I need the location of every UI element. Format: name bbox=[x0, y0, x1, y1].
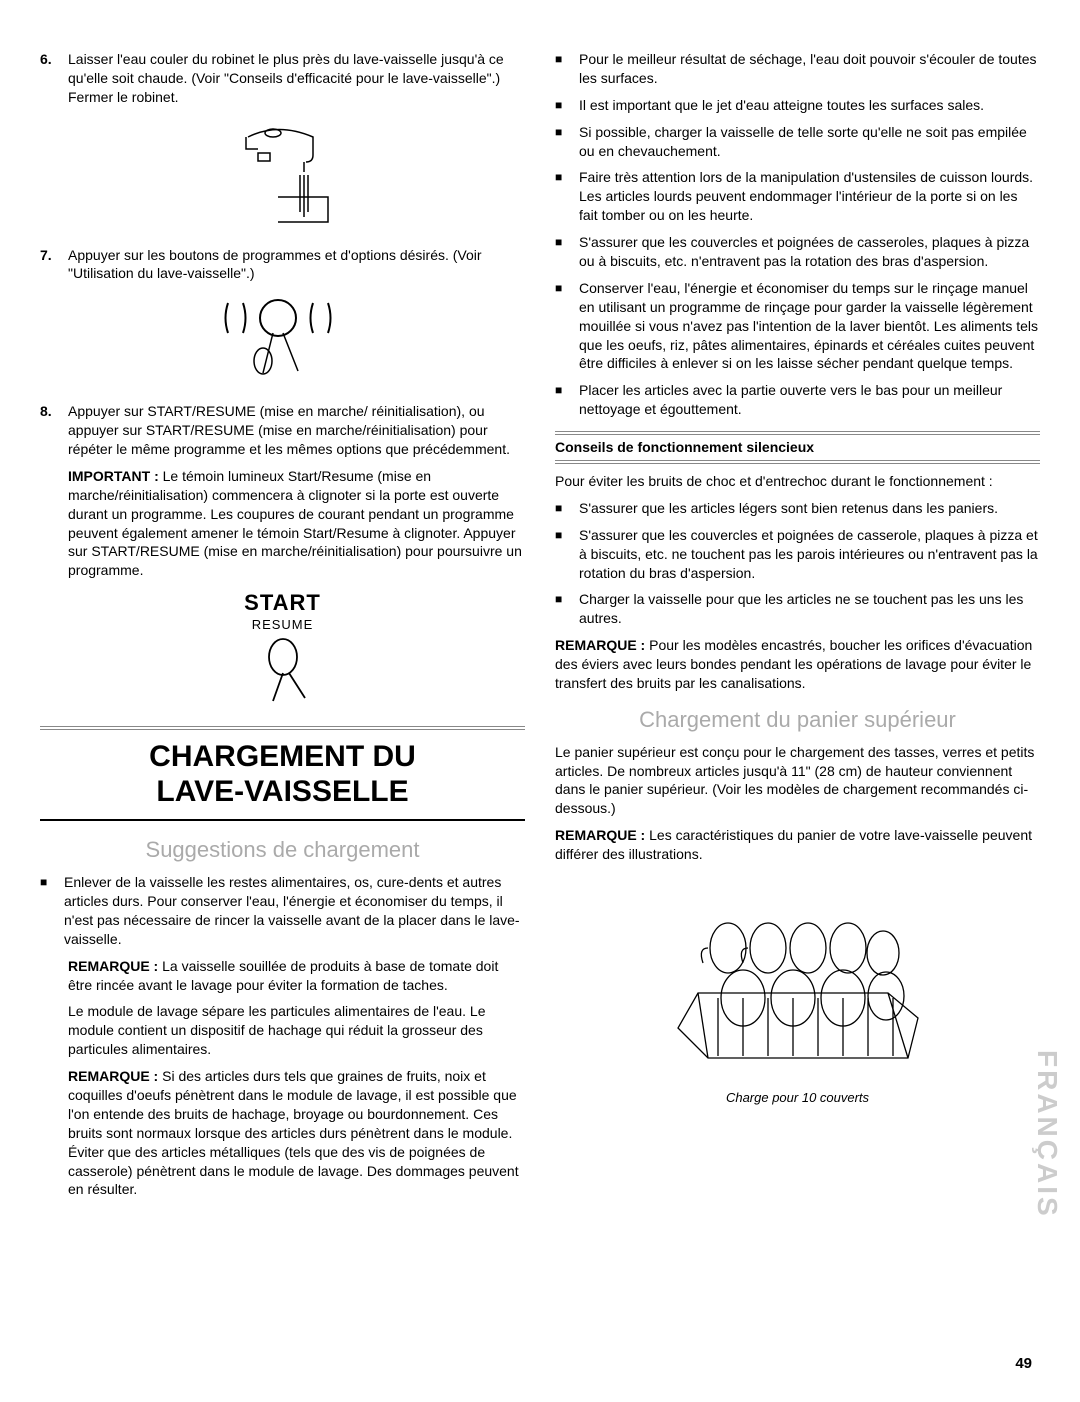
resume-label: RESUME bbox=[40, 616, 525, 634]
bullet-icon: ■ bbox=[555, 526, 579, 583]
bullet-text: Il est important que le jet d'eau atteig… bbox=[579, 96, 1040, 115]
step-number: 6. bbox=[40, 50, 68, 107]
bullet-icon: ■ bbox=[555, 50, 579, 88]
step-number: 8. bbox=[40, 402, 68, 459]
start-label: START bbox=[40, 588, 525, 618]
remark-label: REMARQUE : bbox=[555, 637, 645, 653]
bullet-icon: ■ bbox=[555, 499, 579, 518]
step-7: 7. Appuyer sur les boutons de programmes… bbox=[40, 246, 525, 284]
remark-1: REMARQUE : La vaisselle souillée de prod… bbox=[68, 957, 525, 995]
tip-bullet: ■ Placer les articles avec la partie ouv… bbox=[555, 381, 1040, 419]
remark-2: REMARQUE : Si des articles durs tels que… bbox=[68, 1067, 525, 1199]
silent-remark: REMARQUE : Pour les modèles encastrés, b… bbox=[555, 636, 1040, 693]
heading-underline bbox=[40, 819, 525, 821]
tip-bullet: ■ Il est important que le jet d'eau atte… bbox=[555, 96, 1040, 115]
main-heading: CHARGEMENT DU LAVE-VAISSELLE bbox=[40, 740, 525, 809]
figure-caption: Charge pour 10 couverts bbox=[555, 1089, 1040, 1107]
bullet-icon: ■ bbox=[40, 873, 64, 949]
main-heading-line2: LAVE-VAISSELLE bbox=[40, 775, 525, 810]
bullet-icon: ■ bbox=[555, 590, 579, 628]
buttons-icon bbox=[213, 293, 353, 383]
buttons-figure bbox=[40, 293, 525, 388]
bullet-text: Conserver l'eau, l'énergie et économiser… bbox=[579, 279, 1040, 373]
main-heading-line1: CHARGEMENT DU bbox=[40, 740, 525, 775]
step-6: 6. Laisser l'eau couler du robinet le pl… bbox=[40, 50, 525, 107]
bullet-text: S'assurer que les couvercles et poignées… bbox=[579, 233, 1040, 271]
silent-bullet: ■ S'assurer que les couvercles et poigné… bbox=[555, 526, 1040, 583]
step-text: Appuyer sur START/RESUME (mise en marche… bbox=[68, 402, 525, 459]
left-column: 6. Laisser l'eau couler du robinet le pl… bbox=[40, 50, 525, 1207]
bullet-icon: ■ bbox=[555, 279, 579, 373]
boxed-subheading-text: Conseils de fonctionnement silencieux bbox=[555, 439, 814, 455]
faucet-icon bbox=[218, 117, 348, 227]
dish-rack-icon bbox=[658, 878, 938, 1078]
silent-bullet: ■ Charger la vaisselle pour que les arti… bbox=[555, 590, 1040, 628]
panier-paragraph: Le panier supérieur est conçu pour le ch… bbox=[555, 743, 1040, 819]
rack-figure: Charge pour 10 couverts bbox=[555, 878, 1040, 1106]
step-text: Appuyer sur les boutons de programmes et… bbox=[68, 246, 525, 284]
press-icon bbox=[243, 633, 323, 703]
bullet-text: Pour le meilleur résultat de séchage, l'… bbox=[579, 50, 1040, 88]
section-divider bbox=[40, 726, 525, 730]
remark-label: REMARQUE : bbox=[68, 958, 158, 974]
bullet-text: Faire très attention lors de la manipula… bbox=[579, 168, 1040, 225]
suggestion-bullet: ■ Enlever de la vaisselle les restes ali… bbox=[40, 873, 525, 949]
language-side-label: FRANÇAIS bbox=[1028, 1050, 1066, 1219]
bullet-text: S'assurer que les articles légers sont b… bbox=[579, 499, 1040, 518]
bullet-text: Enlever de la vaisselle les restes alime… bbox=[64, 873, 525, 949]
step-number: 7. bbox=[40, 246, 68, 284]
sub-heading: Suggestions de chargement bbox=[40, 835, 525, 865]
faucet-figure bbox=[40, 117, 525, 232]
important-label: IMPORTANT : bbox=[68, 468, 159, 484]
page-number: 49 bbox=[1015, 1354, 1032, 1374]
start-resume-figure: START RESUME bbox=[40, 588, 525, 708]
bullet-icon: ■ bbox=[555, 168, 579, 225]
panier-heading: Chargement du panier supérieur bbox=[555, 705, 1040, 735]
important-text: Le témoin lumineux Start/Resume (mise en… bbox=[68, 468, 522, 578]
two-column-layout: 6. Laisser l'eau couler du robinet le pl… bbox=[40, 50, 1040, 1207]
silent-intro: Pour éviter les bruits de choc et d'entr… bbox=[555, 472, 1040, 491]
bullet-icon: ■ bbox=[555, 96, 579, 115]
tip-bullet: ■ Si possible, charger la vaisselle de t… bbox=[555, 123, 1040, 161]
bullet-text: S'assurer que les couvercles et poignées… bbox=[579, 526, 1040, 583]
remark-label: REMARQUE : bbox=[555, 827, 645, 843]
panier-remark: REMARQUE : Les caractéristiques du panie… bbox=[555, 826, 1040, 864]
paragraph: Le module de lavage sépare les particule… bbox=[68, 1002, 525, 1059]
tip-bullet: ■ Pour le meilleur résultat de séchage, … bbox=[555, 50, 1040, 88]
bullet-text: Placer les articles avec la partie ouver… bbox=[579, 381, 1040, 419]
bullet-text: Si possible, charger la vaisselle de tel… bbox=[579, 123, 1040, 161]
remark-text: Si des articles durs tels que graines de… bbox=[68, 1068, 519, 1197]
bullet-icon: ■ bbox=[555, 381, 579, 419]
tip-bullet: ■ S'assurer que les couvercles et poigné… bbox=[555, 233, 1040, 271]
remark-label: REMARQUE : bbox=[68, 1068, 158, 1084]
right-column: ■ Pour le meilleur résultat de séchage, … bbox=[555, 50, 1040, 1207]
important-note: IMPORTANT : Le témoin lumineux Start/Res… bbox=[68, 467, 525, 580]
tip-bullet: ■ Faire très attention lors de la manipu… bbox=[555, 168, 1040, 225]
bullet-text: Charger la vaisselle pour que les articl… bbox=[579, 590, 1040, 628]
bullet-icon: ■ bbox=[555, 233, 579, 271]
bullet-icon: ■ bbox=[555, 123, 579, 161]
boxed-subheading: Conseils de fonctionnement silencieux bbox=[555, 431, 1040, 464]
step-8: 8. Appuyer sur START/RESUME (mise en mar… bbox=[40, 402, 525, 459]
silent-bullet: ■ S'assurer que les articles légers sont… bbox=[555, 499, 1040, 518]
tip-bullet: ■ Conserver l'eau, l'énergie et économis… bbox=[555, 279, 1040, 373]
step-text: Laisser l'eau couler du robinet le plus … bbox=[68, 50, 525, 107]
